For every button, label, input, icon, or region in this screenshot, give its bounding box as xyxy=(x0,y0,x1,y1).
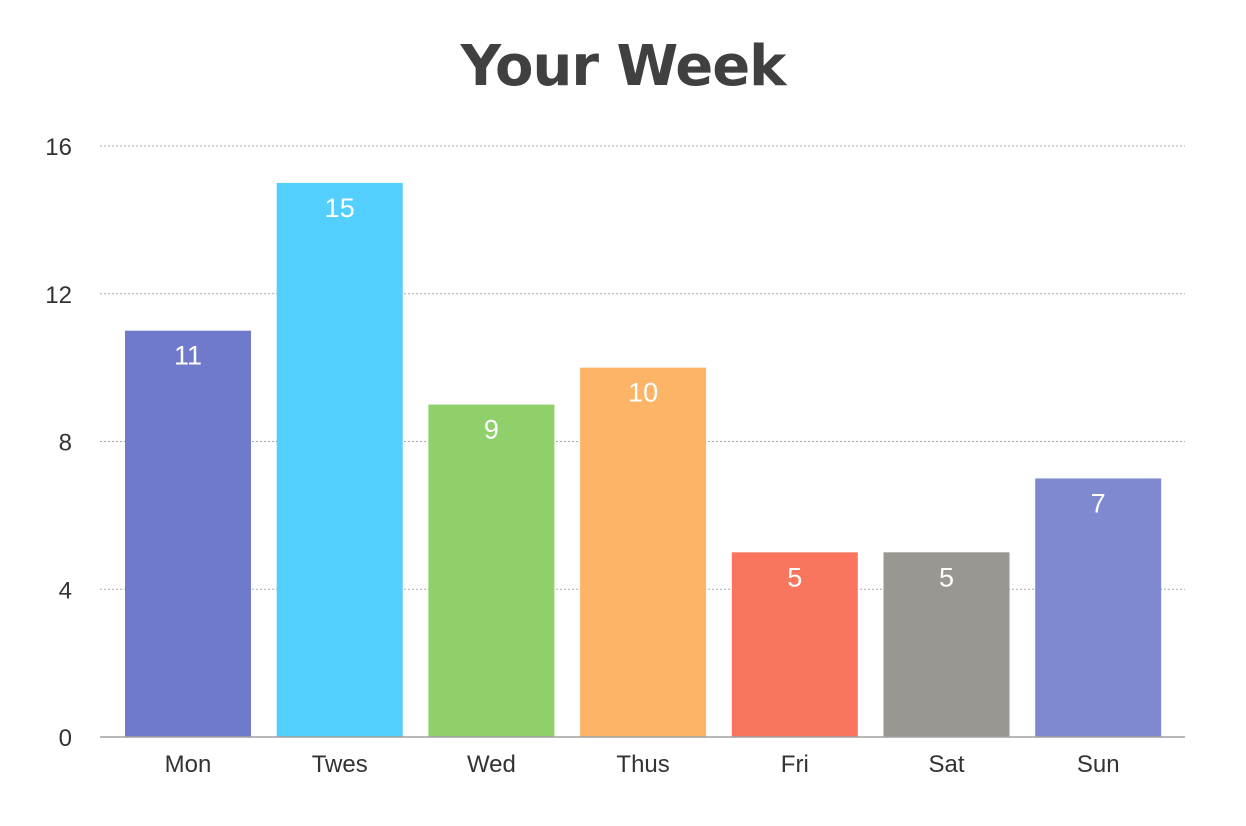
x-tick-label-twes: Twes xyxy=(312,751,368,778)
bars xyxy=(125,182,1162,737)
data-labels: 11 15 9 10 5 5 7 xyxy=(174,193,1106,592)
chart-title: Your Week xyxy=(460,34,787,99)
x-axis-ticks: Mon Twes Wed Thus Fri Sat Sun xyxy=(165,751,1120,778)
bar-twes xyxy=(276,182,403,737)
data-label-wed: 9 xyxy=(484,415,499,445)
y-tick-label: 0 xyxy=(59,725,72,752)
y-axis-ticks: 0 4 8 12 16 xyxy=(45,134,72,752)
x-tick-label-mon: Mon xyxy=(165,751,212,778)
x-tick-label-sun: Sun xyxy=(1077,751,1120,778)
y-tick-label: 16 xyxy=(45,134,72,161)
x-tick-label-wed: Wed xyxy=(467,751,516,778)
data-label-thus: 10 xyxy=(628,378,658,408)
bar-fri xyxy=(731,552,858,737)
data-label-twes: 15 xyxy=(325,193,355,223)
bar-thus xyxy=(580,367,707,737)
data-label-sun: 7 xyxy=(1091,488,1106,518)
data-label-fri: 5 xyxy=(787,562,802,592)
x-tick-label-sat: Sat xyxy=(928,751,964,778)
bar-mon xyxy=(125,330,251,737)
y-tick-label: 4 xyxy=(59,577,72,604)
data-label-sat: 5 xyxy=(939,562,954,592)
x-tick-label-fri: Fri xyxy=(781,751,809,778)
bar-wed xyxy=(428,404,555,737)
x-tick-label-thus: Thus xyxy=(616,751,669,778)
bar-sat xyxy=(883,552,1010,737)
data-label-mon: 11 xyxy=(174,341,202,371)
y-tick-label: 8 xyxy=(59,430,72,457)
y-tick-label: 12 xyxy=(45,282,72,309)
bar-sun xyxy=(1035,478,1162,737)
